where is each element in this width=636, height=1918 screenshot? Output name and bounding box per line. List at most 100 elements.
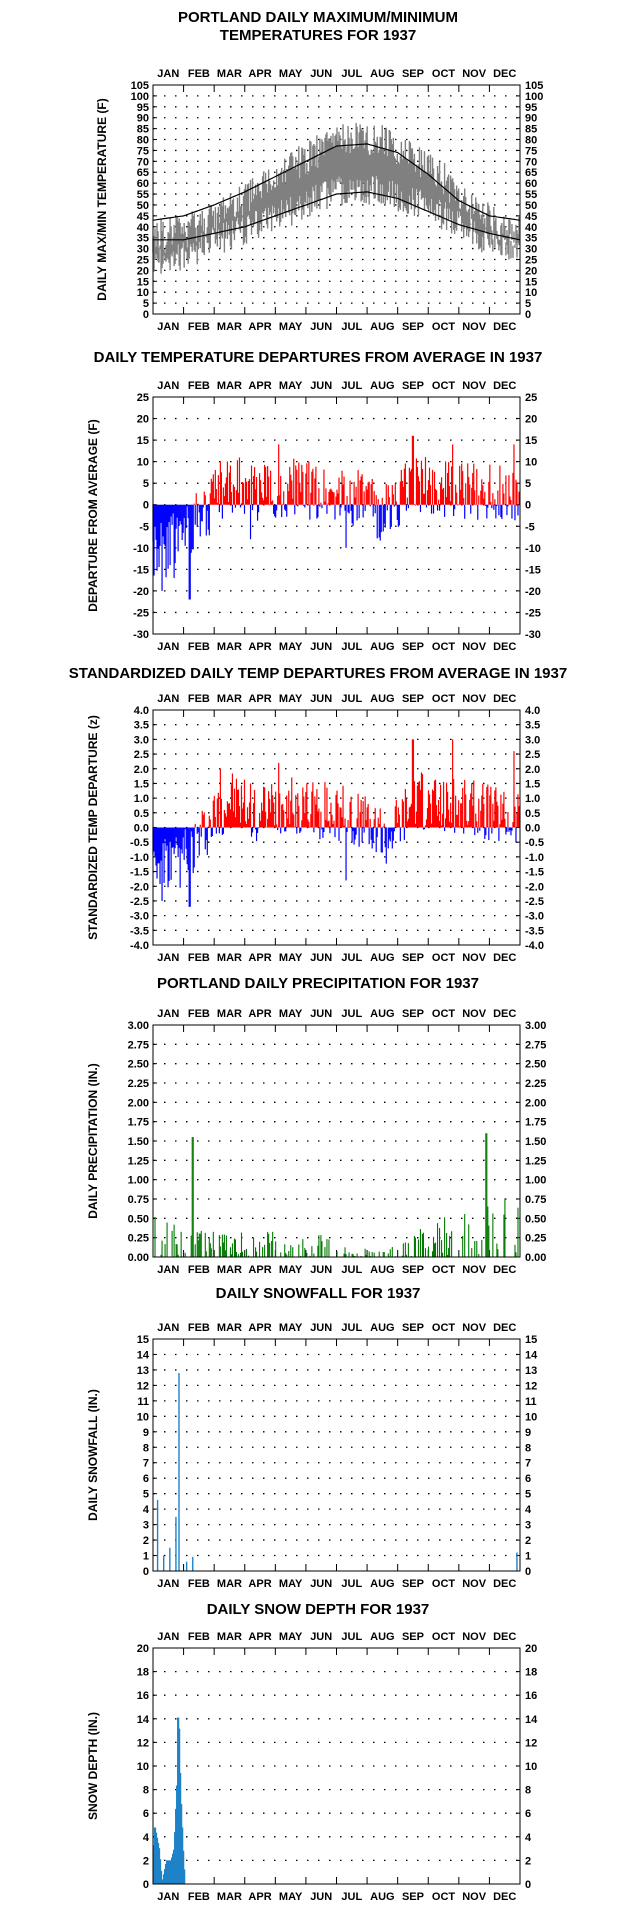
- month-label-top: FEB: [188, 1322, 210, 1334]
- month-label-top: NOV: [462, 1008, 487, 1020]
- y-tick-label-left: 11: [137, 1396, 149, 1408]
- y-axis-label: DAILY SNOWFALL (IN.): [86, 1389, 100, 1521]
- y-tick-label-left: 1.0: [134, 793, 149, 805]
- y-tick-label-left: 3: [143, 1520, 149, 1532]
- month-label-top: DEC: [493, 1008, 516, 1020]
- y-tick-label-left: 105: [131, 80, 149, 92]
- month-label-bottom: OCT: [432, 1578, 456, 1590]
- y-tick-label-left: 12: [137, 1737, 149, 1749]
- month-label-bottom: FEB: [188, 1264, 210, 1276]
- month-label-top: MAR: [217, 1322, 242, 1334]
- y-tick-label-right: 6: [525, 1473, 531, 1485]
- y-tick-label-left: 0.0: [134, 823, 149, 835]
- y-tick-label-right: 65: [525, 167, 537, 179]
- y-tick-label-right: 0: [525, 1879, 531, 1891]
- month-label-top: AUG: [370, 1631, 394, 1643]
- y-tick-label-right: 2: [525, 1855, 531, 1867]
- month-label-bottom: OCT: [432, 952, 456, 964]
- month-label-bottom: FEB: [188, 641, 210, 653]
- y-tick-label-right: -1.0: [525, 852, 544, 864]
- plot-frame: [152, 1338, 521, 1572]
- y-tick-label-right: 4.0: [525, 705, 540, 717]
- y-tick-label-left: 1.75: [128, 1117, 149, 1129]
- y-tick-label-right: 1.25: [525, 1155, 546, 1167]
- y-tick-label-right: 10: [525, 1411, 537, 1423]
- month-label-top: DEC: [493, 1631, 516, 1643]
- month-label-top: FEB: [188, 693, 210, 705]
- y-tick-label-right: -25: [525, 607, 541, 619]
- y-tick-label-left: 1.25: [128, 1155, 149, 1167]
- month-label-bottom: NOV: [462, 1891, 487, 1903]
- month-label-top: JUL: [341, 693, 362, 705]
- month-label-bottom: NOV: [462, 952, 487, 964]
- y-tick-label-left: -2.0: [130, 881, 149, 893]
- month-label-bottom: MAY: [279, 952, 303, 964]
- y-tick-label-right: 7: [525, 1458, 531, 1470]
- y-tick-label-right: 8: [525, 1442, 531, 1454]
- y-tick-label-left: 10: [137, 287, 149, 299]
- y-tick-label-right: 60: [525, 178, 537, 190]
- y-tick-label-left: 75: [137, 145, 149, 157]
- y-tick-label-right: 14: [525, 1714, 538, 1726]
- month-label-bottom: JUL: [341, 1891, 362, 1903]
- y-tick-label-left: 0.50: [128, 1213, 149, 1225]
- month-label-top: OCT: [432, 1631, 456, 1643]
- y-tick-label-left: 9: [143, 1427, 149, 1439]
- y-tick-label-right: 1.00: [525, 1175, 546, 1187]
- month-label-top: APR: [248, 693, 271, 705]
- month-label-bottom: JUN: [310, 641, 332, 653]
- y-tick-label-right: 0: [525, 309, 531, 321]
- month-label-top: JAN: [157, 380, 179, 392]
- month-label-top: AUG: [370, 1322, 394, 1334]
- month-label-bottom: NOV: [462, 321, 487, 333]
- month-label-bottom: OCT: [432, 1891, 456, 1903]
- y-tick-label-right: 12: [525, 1737, 537, 1749]
- y-tick-label-left: 4: [143, 1504, 150, 1516]
- y-tick-label-right: 0.75: [525, 1194, 546, 1206]
- month-label-bottom: AUG: [370, 1578, 394, 1590]
- normal-low-line: [153, 191, 521, 241]
- month-label-top: NOV: [462, 380, 487, 392]
- y-tick-label-left: 2: [143, 1535, 149, 1547]
- y-tick-label-right: 85: [525, 124, 537, 136]
- y-tick-label-left: 65: [137, 167, 149, 179]
- y-tick-label-right: -2.0: [525, 881, 544, 893]
- y-tick-label-left: 2.75: [128, 1039, 149, 1051]
- y-tick-label-right: 2.25: [525, 1078, 546, 1090]
- y-tick-label-left: 0: [143, 1879, 149, 1891]
- y-tick-label-right: -4.0: [525, 940, 544, 952]
- y-tick-label-right: 2.75: [525, 1039, 546, 1051]
- y-tick-label-right: -0.5: [525, 837, 544, 849]
- y-tick-label-left: 0.25: [128, 1233, 149, 1245]
- month-label-top: MAY: [279, 1631, 303, 1643]
- month-label-bottom: SEP: [402, 1264, 424, 1276]
- month-label-top: JUL: [341, 1008, 362, 1020]
- y-tick-label-right: -20: [525, 586, 541, 598]
- month-label-bottom: AUG: [370, 952, 394, 964]
- y-tick-label-left: -10: [133, 543, 149, 555]
- y-tick-label-left: 20: [137, 414, 149, 426]
- month-label-bottom: FEB: [188, 952, 210, 964]
- y-tick-label-right: 15: [525, 1334, 537, 1346]
- month-label-bottom: DEC: [493, 1578, 516, 1590]
- month-label-bottom: OCT: [432, 321, 456, 333]
- y-axis-label: DAILY MAX/MIN TEMPERATURE (F): [95, 98, 109, 300]
- plot-frame: [152, 396, 521, 635]
- month-label-bottom: JUL: [341, 1578, 362, 1590]
- y-tick-label-right: 8: [525, 1785, 531, 1797]
- y-tick-label-left: 25: [137, 392, 149, 404]
- month-label-bottom: JUN: [310, 952, 332, 964]
- month-label-bottom: NOV: [462, 1578, 487, 1590]
- y-tick-label-right: -3.0: [525, 911, 544, 923]
- y-tick-label-right: 13: [525, 1365, 537, 1377]
- month-label-bottom: MAR: [217, 641, 242, 653]
- y-tick-label-right: -15: [525, 564, 541, 576]
- month-label-top: APR: [248, 1631, 271, 1643]
- month-label-bottom: SEP: [402, 952, 424, 964]
- y-tick-label-left: 95: [137, 102, 149, 114]
- month-label-bottom: MAR: [217, 952, 242, 964]
- chart-snowdepth: DAILY SNOW DEPTH FOR 1937 JAN JAN FEB FEB MAR…: [86, 1601, 538, 1903]
- month-label-top: JUL: [341, 1322, 362, 1334]
- month-label-bottom: JUL: [341, 321, 362, 333]
- month-label-top: MAY: [279, 380, 303, 392]
